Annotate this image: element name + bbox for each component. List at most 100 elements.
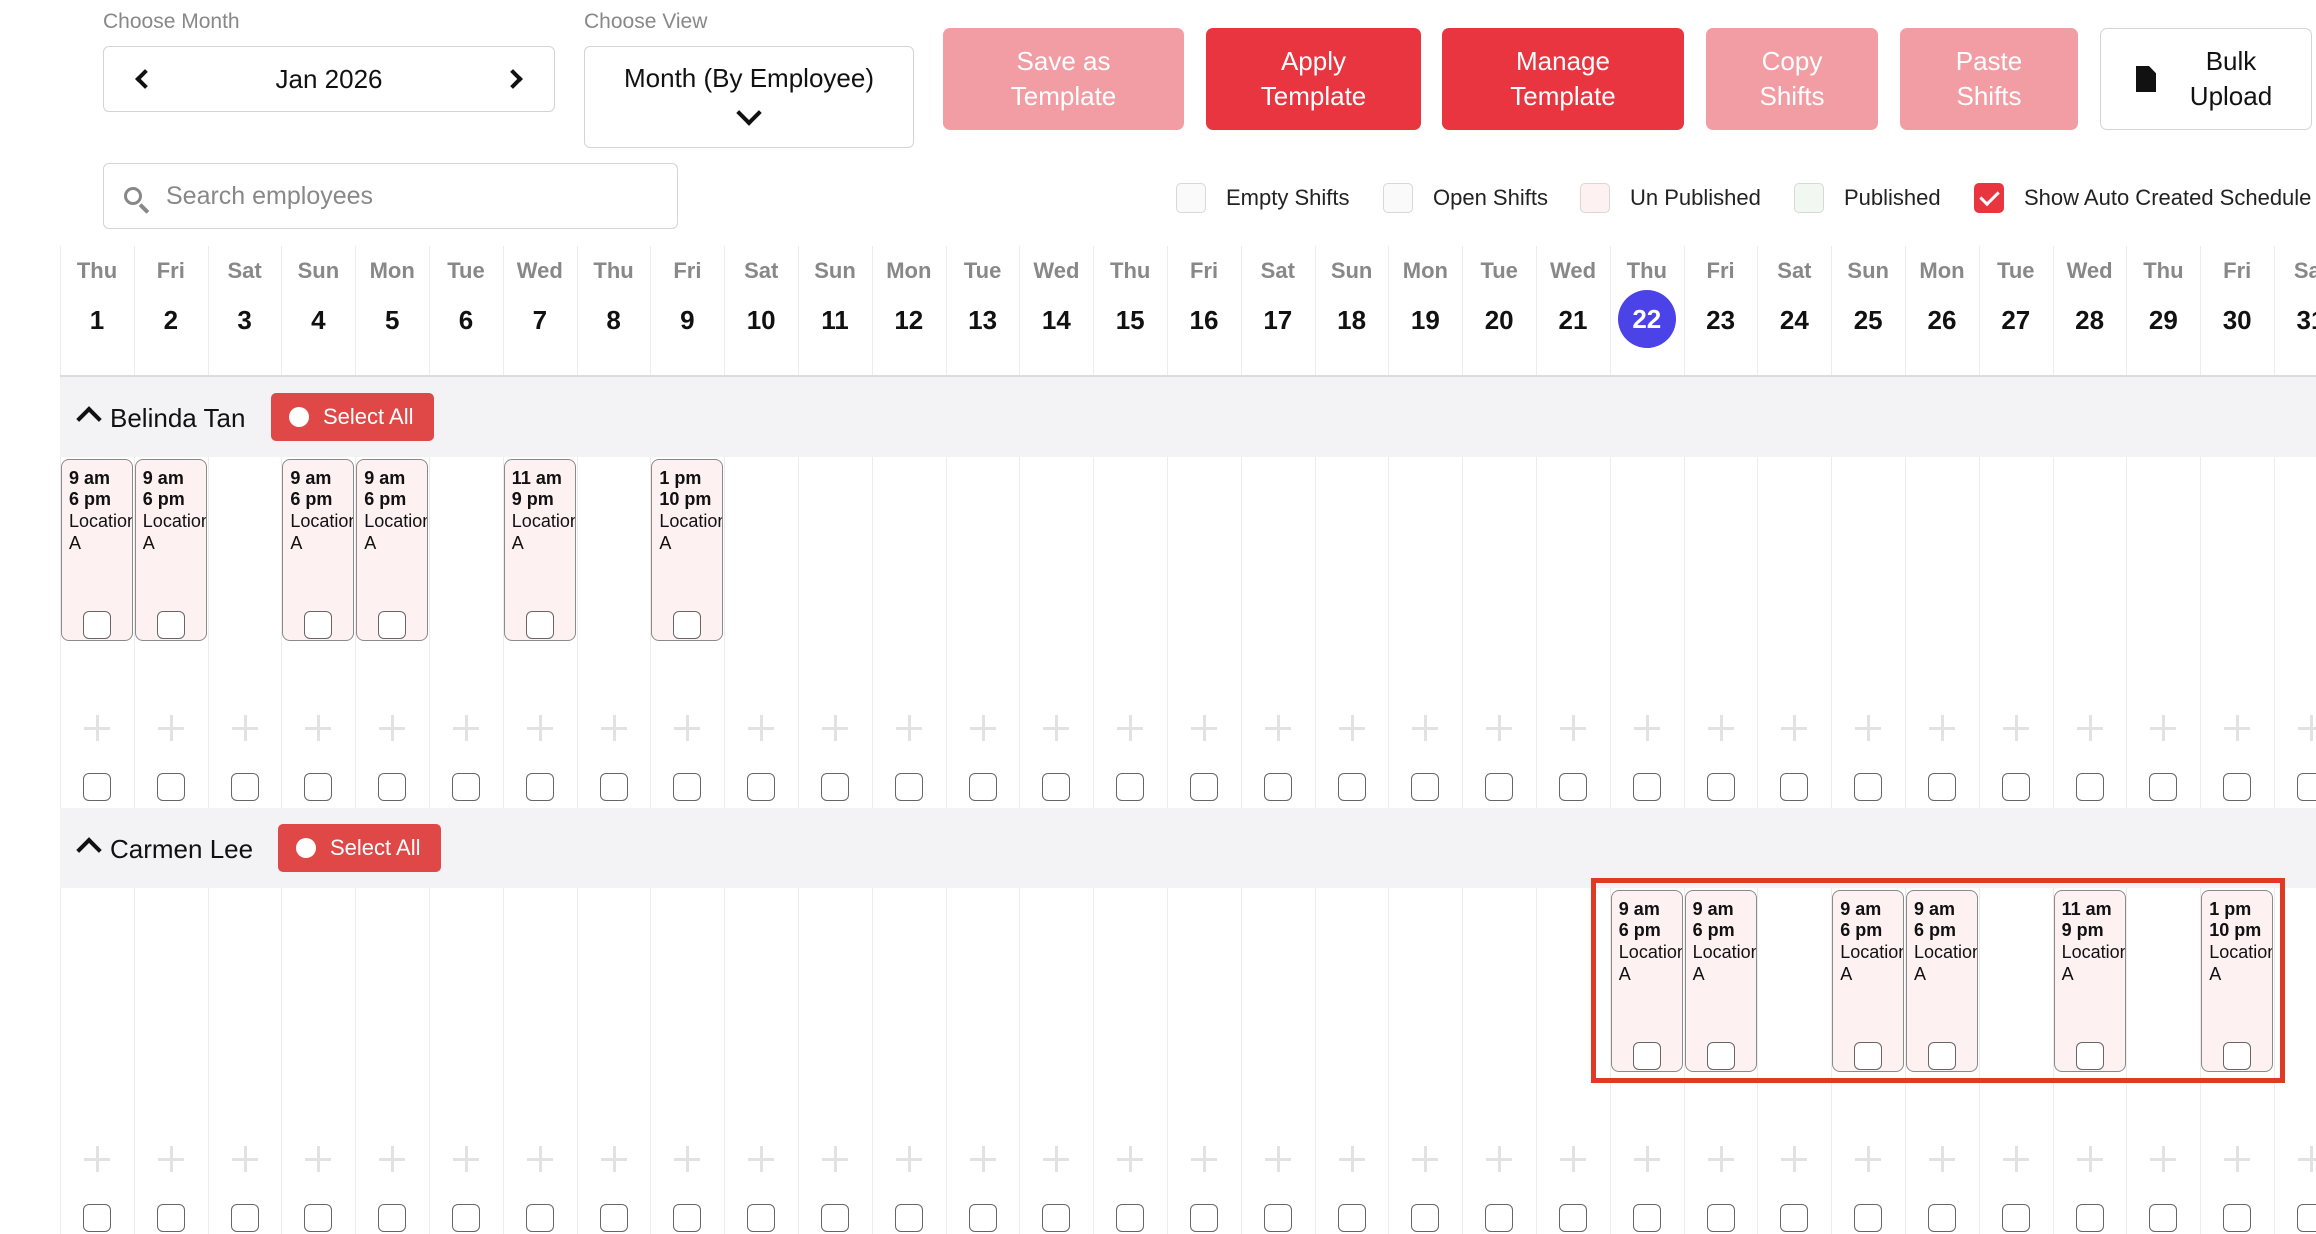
add-shift-plus-icon[interactable] bbox=[2150, 1146, 2177, 1172]
add-shift-plus-icon[interactable] bbox=[1117, 715, 1144, 741]
add-shift-plus-icon[interactable] bbox=[1855, 715, 1882, 741]
copy-shifts-button[interactable]: Copy Shifts bbox=[1706, 28, 1878, 130]
day-select-checkbox[interactable] bbox=[1263, 1204, 1292, 1232]
add-shift-plus-icon[interactable] bbox=[1707, 715, 1734, 741]
add-shift-plus-icon[interactable] bbox=[1117, 1146, 1144, 1172]
day-select-checkbox[interactable] bbox=[1854, 1204, 1883, 1232]
add-shift-plus-icon[interactable] bbox=[674, 715, 701, 741]
add-shift-plus-icon[interactable] bbox=[748, 1146, 775, 1172]
day-select-checkbox[interactable] bbox=[821, 773, 849, 801]
day-select-checkbox[interactable] bbox=[599, 1204, 628, 1232]
add-shift-plus-icon[interactable] bbox=[157, 715, 184, 741]
add-shift-plus-icon[interactable] bbox=[1338, 1146, 1365, 1172]
day-select-checkbox[interactable] bbox=[1632, 1204, 1661, 1232]
add-shift-plus-icon[interactable] bbox=[305, 1146, 332, 1172]
day-select-checkbox[interactable] bbox=[1042, 1204, 1071, 1232]
shift-card[interactable]: 9 am 6 pm Location A bbox=[1684, 890, 1757, 1072]
day-select-checkbox[interactable] bbox=[1411, 773, 1440, 801]
add-shift-plus-icon[interactable] bbox=[1191, 715, 1217, 741]
add-shift-plus-icon[interactable] bbox=[1633, 715, 1660, 741]
shift-checkbox[interactable] bbox=[1854, 1042, 1883, 1070]
day-select-checkbox[interactable] bbox=[1928, 1204, 1956, 1232]
shift-checkbox[interactable] bbox=[378, 611, 407, 639]
day-select-checkbox[interactable] bbox=[1190, 773, 1218, 801]
shift-checkbox[interactable] bbox=[304, 611, 333, 639]
add-shift-plus-icon[interactable] bbox=[2076, 1146, 2103, 1172]
day-select-checkbox[interactable] bbox=[673, 773, 702, 801]
add-shift-plus-icon[interactable] bbox=[305, 715, 332, 741]
shift-card[interactable]: 1 pm 10 pm Location A bbox=[2201, 890, 2274, 1072]
day-select-checkbox[interactable] bbox=[156, 1204, 185, 1232]
day-select-checkbox[interactable] bbox=[2075, 773, 2104, 801]
add-shift-plus-icon[interactable] bbox=[969, 1146, 996, 1172]
manage-template-button[interactable]: Manage Template bbox=[1442, 28, 1684, 130]
day-select-checkbox[interactable] bbox=[2149, 773, 2178, 801]
collapse-chevron-icon[interactable] bbox=[76, 837, 102, 863]
day-select-checkbox[interactable] bbox=[378, 773, 407, 801]
day-select-checkbox[interactable] bbox=[1337, 1204, 1366, 1232]
shift-checkbox[interactable] bbox=[525, 611, 554, 639]
day-select-checkbox[interactable] bbox=[2075, 1204, 2104, 1232]
add-shift-plus-icon[interactable] bbox=[969, 715, 996, 741]
shift-card[interactable]: 9 am 6 pm Location A bbox=[1906, 890, 1978, 1072]
add-shift-plus-icon[interactable] bbox=[1191, 1146, 1217, 1172]
add-shift-plus-icon[interactable] bbox=[1855, 1146, 1882, 1172]
shift-checkbox[interactable] bbox=[156, 611, 185, 639]
search-input[interactable] bbox=[164, 180, 628, 212]
view-select[interactable]: Month (By Employee) bbox=[584, 46, 914, 148]
day-select-checkbox[interactable] bbox=[673, 1204, 702, 1232]
add-shift-plus-icon[interactable] bbox=[1486, 715, 1513, 741]
add-shift-plus-icon[interactable] bbox=[1486, 1146, 1513, 1172]
day-select-checkbox[interactable] bbox=[1116, 773, 1145, 801]
shift-card[interactable]: 11 am 9 pm Location A bbox=[2053, 890, 2126, 1072]
day-select-checkbox[interactable] bbox=[1042, 773, 1071, 801]
shift-checkbox[interactable] bbox=[673, 611, 702, 639]
day-select-checkbox[interactable] bbox=[894, 1204, 923, 1232]
collapse-chevron-icon[interactable] bbox=[76, 406, 102, 432]
add-shift-plus-icon[interactable] bbox=[1412, 715, 1439, 741]
add-shift-plus-icon[interactable] bbox=[2002, 715, 2029, 741]
day-select-checkbox[interactable] bbox=[821, 1204, 849, 1232]
add-shift-plus-icon[interactable] bbox=[2150, 715, 2177, 741]
day-select-checkbox[interactable] bbox=[1706, 773, 1735, 801]
show-auto-created-toggle[interactable]: Show Auto Created Schedule bbox=[1974, 183, 2311, 213]
paste-shifts-button[interactable]: Paste Shifts bbox=[1900, 28, 2078, 130]
shift-card[interactable]: 9 am 6 pm Location A bbox=[1610, 890, 1683, 1072]
day-select-checkbox[interactable] bbox=[1337, 773, 1366, 801]
add-shift-plus-icon[interactable] bbox=[231, 715, 258, 741]
add-shift-plus-icon[interactable] bbox=[1707, 1146, 1734, 1172]
day-select-checkbox[interactable] bbox=[1411, 1204, 1440, 1232]
shift-checkbox[interactable] bbox=[1632, 1042, 1661, 1070]
shift-card[interactable]: 9 am 6 pm Location A bbox=[61, 459, 133, 641]
add-shift-plus-icon[interactable] bbox=[453, 715, 479, 741]
day-select-checkbox[interactable] bbox=[894, 773, 923, 801]
day-select-checkbox[interactable] bbox=[1780, 773, 1809, 801]
shift-checkbox[interactable] bbox=[2223, 1042, 2252, 1070]
add-shift-plus-icon[interactable] bbox=[379, 1146, 406, 1172]
add-shift-plus-icon[interactable] bbox=[379, 715, 406, 741]
add-shift-plus-icon[interactable] bbox=[1264, 715, 1291, 741]
select-all-button[interactable]: Select All bbox=[271, 393, 434, 441]
day-select-checkbox[interactable] bbox=[968, 773, 997, 801]
add-shift-plus-icon[interactable] bbox=[1560, 715, 1586, 741]
day-select-checkbox[interactable] bbox=[452, 773, 480, 801]
add-shift-plus-icon[interactable] bbox=[1043, 1146, 1070, 1172]
day-select-checkbox[interactable] bbox=[230, 773, 259, 801]
add-shift-plus-icon[interactable] bbox=[1633, 1146, 1660, 1172]
add-shift-plus-icon[interactable] bbox=[895, 715, 922, 741]
add-shift-plus-icon[interactable] bbox=[526, 715, 553, 741]
add-shift-plus-icon[interactable] bbox=[1781, 1146, 1808, 1172]
day-select-checkbox[interactable] bbox=[968, 1204, 997, 1232]
day-select-checkbox[interactable] bbox=[156, 773, 185, 801]
add-shift-plus-icon[interactable] bbox=[2076, 715, 2103, 741]
add-shift-plus-icon[interactable] bbox=[674, 1146, 701, 1172]
shift-card[interactable]: 9 am 6 pm Location A bbox=[1832, 890, 1905, 1072]
add-shift-plus-icon[interactable] bbox=[1929, 715, 1955, 741]
shift-checkbox[interactable] bbox=[83, 611, 111, 639]
day-select-checkbox[interactable] bbox=[1854, 773, 1883, 801]
day-select-checkbox[interactable] bbox=[525, 773, 554, 801]
shift-checkbox[interactable] bbox=[2075, 1042, 2104, 1070]
day-select-checkbox[interactable] bbox=[1632, 773, 1661, 801]
add-shift-plus-icon[interactable] bbox=[157, 1146, 184, 1172]
day-select-checkbox[interactable] bbox=[1559, 773, 1587, 801]
